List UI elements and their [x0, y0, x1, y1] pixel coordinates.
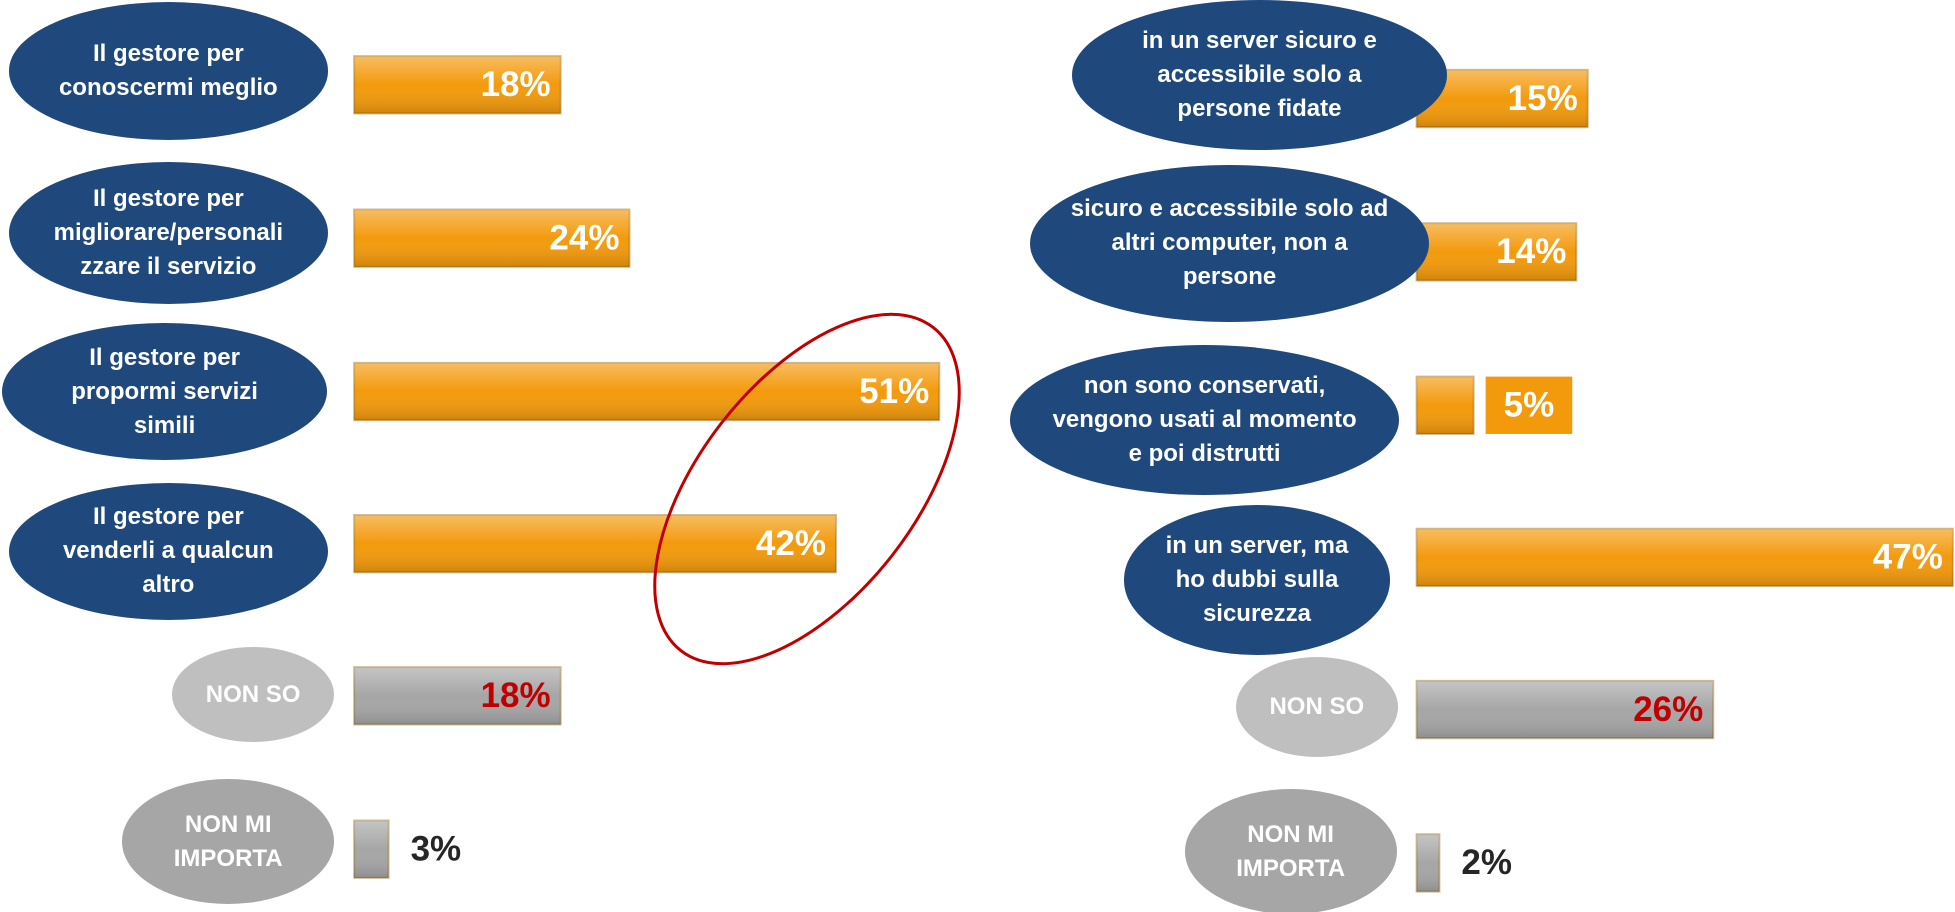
value-label: 5%: [1504, 386, 1555, 425]
bar-shade: [354, 515, 836, 573]
category-label: sicuro e accessibile solo ad altri compu…: [1030, 164, 1430, 322]
category-label: in un server, ma ho dubbi sulla sicurezz…: [1123, 505, 1391, 655]
bar-shade: [354, 209, 630, 267]
category-label: Il gestore per migliorare/personalizzare…: [8, 162, 328, 305]
value-label: 18%: [481, 65, 551, 104]
category-label: Il gestore per propormi servizi simili: [2, 322, 327, 461]
bar-shade: [1416, 528, 1953, 587]
value-label: 26%: [1633, 690, 1703, 729]
category-label: NON MI IMPORTA: [122, 779, 335, 905]
bar-shade: [1416, 680, 1714, 739]
bar-shade: [354, 820, 389, 878]
bar-shade: [354, 56, 561, 114]
category-label: Il gestore per venderli a qualcun altro: [8, 482, 328, 620]
value-label: 14%: [1496, 232, 1566, 271]
category-label: in un server sicuro e accessibile solo a…: [1072, 0, 1447, 150]
bar-shade: [1416, 376, 1474, 434]
value-label: 51%: [859, 372, 929, 411]
value-label: 15%: [1508, 79, 1578, 118]
bar-shade: [354, 667, 561, 725]
bar-shade: [1416, 834, 1440, 892]
category-label: NON SO: [1235, 657, 1398, 757]
category-label: non sono conservati, vengono usati al mo…: [1010, 345, 1400, 496]
value-label: 18%: [481, 676, 551, 715]
category-label: NON MI IMPORTA: [1184, 789, 1397, 912]
value-label: 24%: [549, 218, 619, 257]
highlight-ring: [653, 312, 961, 666]
bar-shade: [354, 362, 940, 421]
value-label: 3%: [411, 829, 462, 868]
value-label-box: [1485, 376, 1573, 434]
category-label: Il gestore per conoscermi meglio: [8, 2, 328, 140]
category-label: NON SO: [172, 647, 335, 742]
value-label: 47%: [1873, 538, 1943, 577]
value-label: 42%: [756, 524, 826, 563]
bar-shade: [1416, 223, 1577, 281]
value-label: 2%: [1461, 843, 1512, 882]
